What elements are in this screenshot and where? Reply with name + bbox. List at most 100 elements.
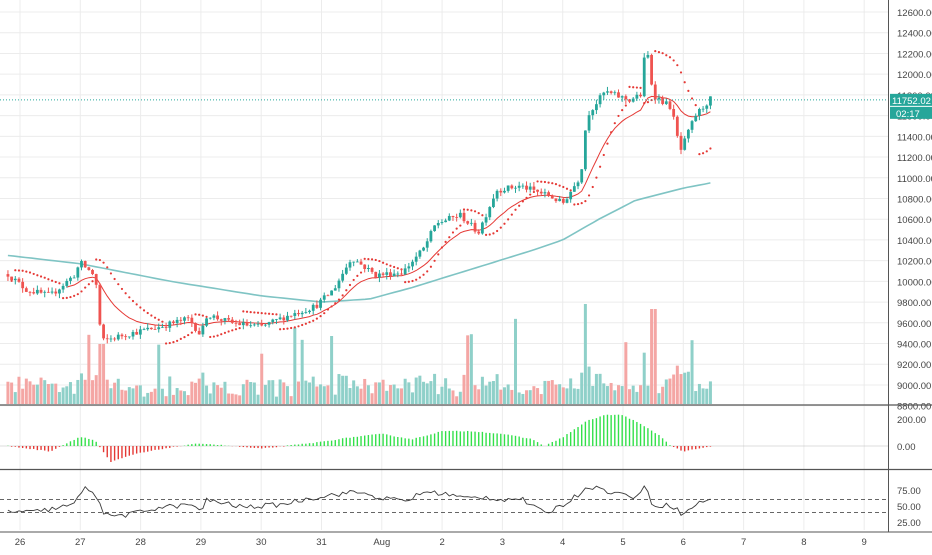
volume-bar [381,379,385,404]
volume-bar [285,386,289,404]
volume-bar [403,378,407,404]
sar-dot [381,261,385,264]
sar-dot [694,104,697,107]
volume-bar [72,393,76,404]
sar-dot [275,313,278,316]
candle-body [418,250,422,257]
candle-body [469,222,473,224]
sar-dot [437,253,440,256]
candle-body [639,94,642,97]
time-tick-label: 28 [135,537,146,548]
sar-dot [84,286,87,289]
sar-dot [543,180,547,184]
grid [0,0,888,530]
sar-dot [617,114,620,118]
sar-dot [73,294,76,297]
volume-bar [675,365,679,404]
sar-dot [21,269,24,272]
candle-body [580,169,584,183]
sar-dot [610,131,613,134]
volume-bar [263,384,267,404]
volume-bar [506,384,510,404]
volume-bar [230,393,234,404]
sar-dot [337,298,341,301]
candle-body [389,272,392,277]
volume-bar [274,396,278,404]
volume-bar [127,387,131,404]
candle-body [440,222,444,224]
volume-bar [536,388,540,404]
volume-bar [366,385,370,404]
candle-body [462,212,466,222]
candle-body [249,325,253,327]
volume-bar [701,388,705,404]
sar-dot [492,232,495,235]
sar-dot [91,280,94,283]
sar-dot [584,199,587,203]
candle-body [138,329,142,335]
sar-dot [668,56,672,59]
candle-body [543,192,547,194]
volume-bar [219,387,223,404]
volume-bar [532,386,536,404]
volume-bar [447,388,451,404]
volume-bar [311,376,315,404]
sar-dot [198,313,201,316]
sar-dot [477,211,480,215]
sar-dot [161,320,164,323]
sar-dot [701,152,705,155]
sar-dot [227,330,230,333]
volume-bar [686,371,690,404]
candle-body [400,273,403,275]
candle-body [54,291,58,294]
volume-bar [87,334,91,404]
volume-bar [602,383,606,404]
volume-bar [39,377,43,404]
sar-dot [109,272,113,275]
sar-dot [415,278,418,281]
sar-dot [426,270,429,273]
candle-body [326,295,330,297]
sar-dot [253,311,256,314]
sar-dot [58,282,61,285]
candle-body [650,54,653,85]
sar-dot [503,222,506,225]
volume-bar [653,309,657,404]
volume-bar [50,383,54,404]
volume-bar [697,383,701,404]
volume-bar [657,393,661,404]
candle-body [683,138,687,150]
volume-bar [271,380,275,404]
volume-bar [433,373,437,404]
sar-dot [117,283,120,286]
volume-bar [477,389,481,404]
candle-body [653,84,657,100]
sar-dot [448,236,451,239]
volume-bar [68,382,72,404]
volume-bar [94,375,98,404]
sar-dot [433,259,436,262]
sar-dot [80,290,83,293]
sar-dot [587,194,591,197]
price-tick-label: 11200.00 [897,153,932,164]
sar-dot [422,273,425,276]
volume-bar [13,392,17,404]
candle-body [425,241,429,248]
sar-dot [518,204,521,207]
volume-bar [664,379,668,404]
volume-bar [517,392,521,404]
slow-moving-average [7,182,711,303]
time-tick-label: 7 [741,537,746,548]
volume-bar [458,391,462,404]
sar-dot [690,97,694,100]
candle-body [102,324,105,339]
volume-bar [455,396,459,404]
volume-bar [440,386,444,404]
candle-body [429,231,433,242]
candle-body [46,291,50,293]
sar-dot [591,185,594,189]
sar-dot [249,311,252,314]
candle-body [142,329,146,331]
